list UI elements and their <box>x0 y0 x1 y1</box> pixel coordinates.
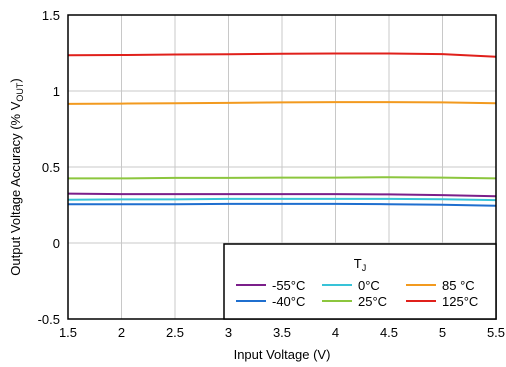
series-line <box>68 202 497 207</box>
series-line <box>67 192 497 198</box>
legend-label: 0°C <box>358 278 380 293</box>
x-tick-label: 1.5 <box>59 325 77 340</box>
legend-box <box>223 243 497 320</box>
y-tick-label: 1.5 <box>42 8 60 23</box>
legend-label: -40°C <box>272 294 305 309</box>
series-lines <box>67 52 497 207</box>
grid-lines <box>68 15 496 319</box>
x-tick-label: 4.5 <box>380 325 398 340</box>
y-axis-label-end: ) <box>8 78 23 82</box>
series-line <box>67 101 497 105</box>
legend-label: 125°C <box>442 294 478 309</box>
y-tick-labels: -0.5 0 0.5 1 1.5 <box>38 8 60 327</box>
legend-title-main: T <box>354 256 362 271</box>
legend-label: -55°C <box>272 278 305 293</box>
x-axis-label: Input Voltage (V) <box>234 347 331 362</box>
x-tick-label: 2 <box>118 325 125 340</box>
legend-title-subscript: J <box>362 263 367 273</box>
legend-label: 25°C <box>358 294 387 309</box>
legend-label: 85 °C <box>442 278 475 293</box>
y-tick-label: 1 <box>53 84 60 99</box>
y-axis-label-subscript: OUT <box>15 82 25 102</box>
series-line <box>67 197 497 202</box>
y-tick-label: 0 <box>53 236 60 251</box>
series-line <box>68 176 497 180</box>
x-tick-labels: 1.5 2 2.5 3 3.5 4 4.5 5 5.5 <box>59 325 505 340</box>
y-tick-label: 0.5 <box>42 160 60 175</box>
x-tick-label: 5.5 <box>487 325 505 340</box>
y-axis-label-main: Output Voltage Accuracy (% V <box>8 101 23 275</box>
y-axis-label: Output Voltage Accuracy (% VOUT) <box>8 78 25 276</box>
x-tick-label: 3 <box>225 325 232 340</box>
x-tick-label: 2.5 <box>166 325 184 340</box>
series-line <box>67 52 497 58</box>
legend-title: TJ <box>354 256 366 273</box>
x-tick-label: 4 <box>332 325 339 340</box>
y-tick-label: -0.5 <box>38 312 60 327</box>
x-tick-label: 5 <box>439 325 446 340</box>
x-tick-label: 3.5 <box>273 325 291 340</box>
